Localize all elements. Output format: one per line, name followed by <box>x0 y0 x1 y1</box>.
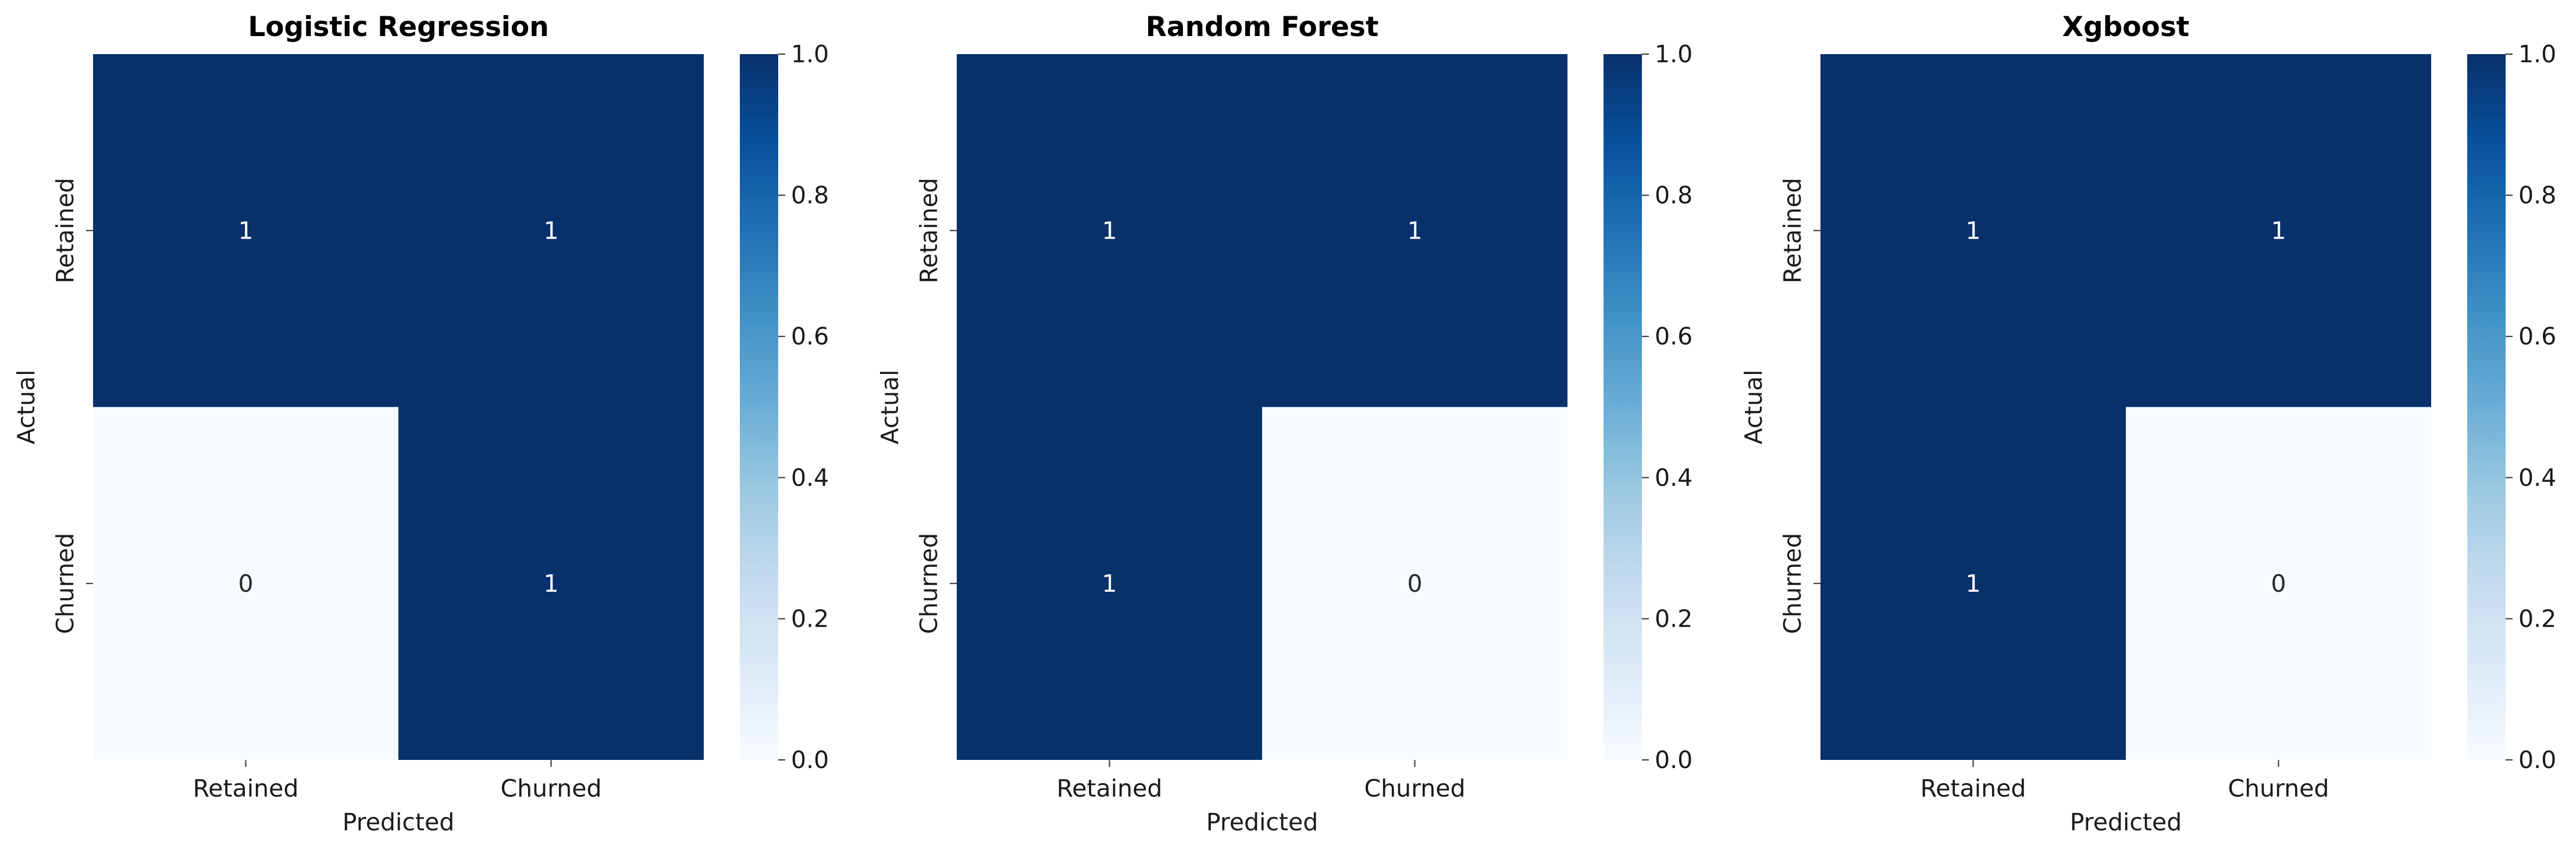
y-tick-label: Churned <box>51 533 79 634</box>
colorbar-tick-label: 0.4 <box>791 464 829 492</box>
x-tick-label: Retained <box>1921 774 2026 802</box>
y-tick-label: Churned <box>1779 533 1807 634</box>
colorbar-tick-label: 0.6 <box>2518 322 2556 350</box>
heatmap-cell <box>957 407 1262 760</box>
colorbar-tick-label: 0.0 <box>791 746 829 774</box>
cell-value-label: 1 <box>1965 216 1980 244</box>
x-axis-label: Predicted <box>343 808 454 836</box>
cell-value-label: 1 <box>1102 570 1117 598</box>
colorbar-tick-label: 0.0 <box>1655 746 1693 774</box>
colorbar-tick-label: 0.6 <box>791 322 829 350</box>
x-axis-label: Predicted <box>2070 808 2182 836</box>
colorbar-tick-label: 1.0 <box>1655 40 1693 68</box>
y-tick-label: Retained <box>1779 177 1807 283</box>
colorbar <box>740 54 778 760</box>
cell-value-label: 0 <box>1407 570 1422 598</box>
heatmap-cell <box>957 54 1262 407</box>
cell-value-label: 1 <box>2271 216 2286 244</box>
heatmap-panel: 1 1 1 0 Xgboost Retained Churned Retained Churne… <box>1740 11 2556 836</box>
heatmap-cell <box>93 54 398 407</box>
colorbar-tick-label: 0.4 <box>1655 464 1693 492</box>
y-axis-label: Actual <box>1740 369 1768 444</box>
colorbar-tick-label: 0.8 <box>1655 182 1693 209</box>
heatmap-cell <box>93 407 398 760</box>
colorbar-tick-label: 0.4 <box>2518 464 2556 492</box>
colorbar-tick-label: 0.0 <box>2518 746 2556 774</box>
heatmap-cell <box>1820 407 2126 760</box>
heatmap-panel: 1 1 0 1 Logistic Regression Retained Churned Re… <box>12 11 829 836</box>
heatmap-cell <box>2126 407 2431 760</box>
cell-value-label: 0 <box>238 570 253 598</box>
cell-value-label: 0 <box>2271 570 2286 598</box>
cell-value-label: 1 <box>543 216 558 244</box>
x-axis-label: Predicted <box>1206 808 1318 836</box>
x-tick-label: Retained <box>1057 774 1163 802</box>
x-tick-label: Churned <box>2228 774 2329 802</box>
colorbar-tick-label: 0.6 <box>1655 322 1693 350</box>
cell-value-label: 1 <box>543 570 558 598</box>
panel-title: Xgboost <box>2062 11 2190 43</box>
y-axis-label: Actual <box>12 369 40 444</box>
colorbar-tick-label: 0.2 <box>2518 605 2556 632</box>
x-tick-label: Retained <box>193 774 299 802</box>
heatmap-panels: 1 1 0 1 Logistic Regression Retained Churned Re… <box>12 11 2556 836</box>
y-tick-label: Retained <box>915 177 943 283</box>
cell-value-label: 1 <box>1102 216 1117 244</box>
colorbar-tick-label: 0.2 <box>791 605 829 632</box>
heatmap-cell <box>1262 407 1567 760</box>
y-tick-label: Retained <box>51 177 79 283</box>
x-tick-label: Churned <box>501 774 602 802</box>
panel-title: Random Forest <box>1146 11 1379 43</box>
heatmap-cell <box>2126 54 2431 407</box>
colorbar-tick-label: 0.8 <box>2518 182 2556 209</box>
heatmap-cell <box>398 407 704 760</box>
colorbar-tick-label: 0.2 <box>1655 605 1693 632</box>
x-tick-label: Churned <box>1364 774 1466 802</box>
y-axis-label: Actual <box>876 369 904 444</box>
heatmap-cell <box>1262 54 1567 407</box>
panel-title: Logistic Regression <box>248 11 548 43</box>
colorbar <box>2467 54 2506 760</box>
colorbar-tick-label: 1.0 <box>2518 40 2556 68</box>
cell-value-label: 1 <box>238 216 253 244</box>
heatmap-cell <box>398 54 704 407</box>
cell-value-label: 1 <box>1965 570 1980 598</box>
colorbar-tick-label: 0.8 <box>791 182 829 209</box>
colorbar <box>1604 54 1642 760</box>
heatmap-cell <box>1820 54 2126 407</box>
cell-value-label: 1 <box>1407 216 1422 244</box>
y-tick-label: Churned <box>915 533 943 634</box>
colorbar-tick-label: 1.0 <box>791 40 829 68</box>
heatmap-panel: 1 1 1 0 Random Forest Retained Churned Retained… <box>876 11 1693 836</box>
